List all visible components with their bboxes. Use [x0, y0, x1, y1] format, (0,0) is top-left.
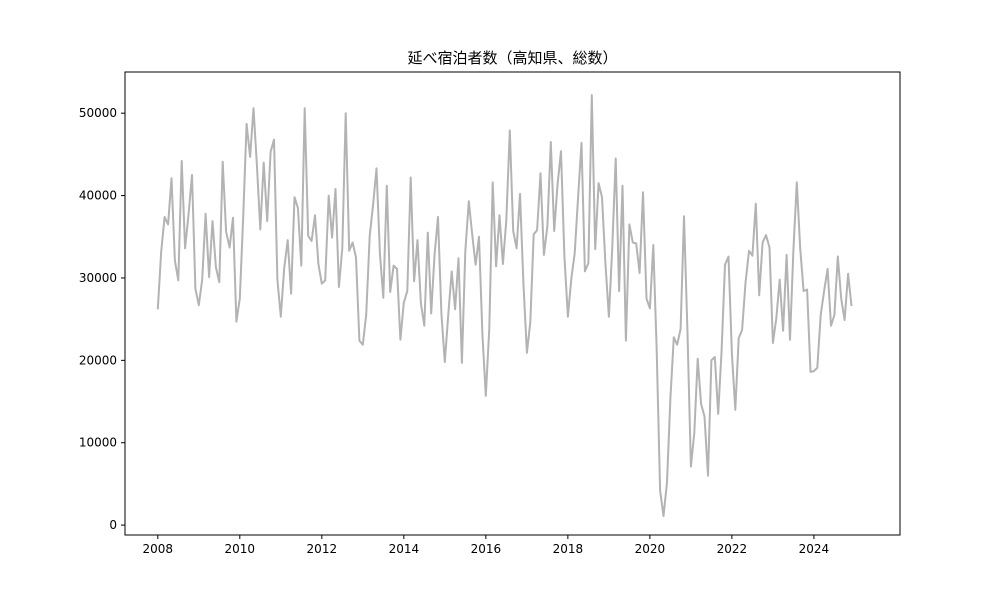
x-tick-label: 2020 — [635, 542, 666, 556]
y-tick-label: 30000 — [79, 271, 117, 285]
x-tick-label: 2022 — [717, 542, 748, 556]
x-tick-label: 2018 — [553, 542, 584, 556]
y-tick-label: 10000 — [79, 436, 117, 450]
x-tick-label: 2024 — [799, 542, 830, 556]
series-line — [156, 94, 853, 518]
x-tick-label: 2010 — [225, 542, 256, 556]
chart-title: 延べ宿泊者数（高知県、総数） — [407, 49, 617, 67]
plot-area: 2008 2010 2012 2014 2016 2018 2020 2022 2024 0 10… — [79, 71, 901, 556]
x-tick-label: 2008 — [143, 542, 174, 556]
y-axis: 0 10000 20000 30000 40000 50000 — [79, 106, 125, 532]
y-tick-label: 40000 — [79, 189, 117, 203]
x-tick-label: 2014 — [389, 542, 420, 556]
y-tick-label: 20000 — [79, 353, 117, 367]
x-tick-label: 2012 — [307, 542, 338, 556]
y-tick-label: 0 — [109, 518, 117, 532]
y-tick-label: 50000 — [79, 106, 117, 120]
x-axis: 2008 2010 2012 2014 2016 2018 2020 2022 2024 — [143, 535, 830, 556]
plot-frame — [124, 71, 901, 536]
x-tick-label: 2016 — [471, 542, 502, 556]
